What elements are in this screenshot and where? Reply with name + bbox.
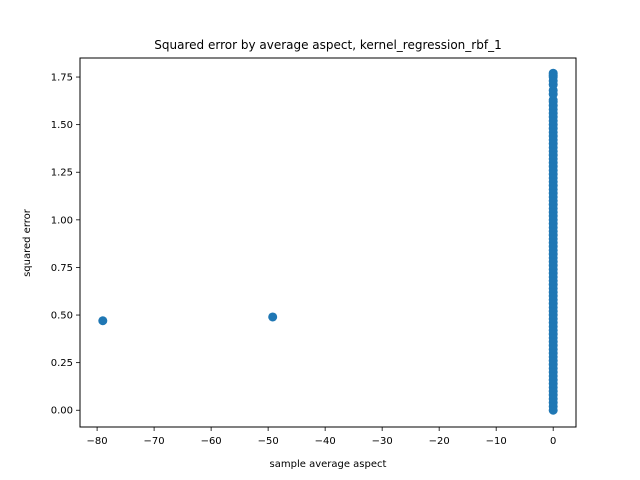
x-tick-label: −10 <box>486 436 507 447</box>
x-axis: −80 −70 −60 −50 −40 −30 −20 −10 0 <box>87 427 556 447</box>
x-tick-label: −30 <box>372 436 393 447</box>
data-point <box>268 312 278 322</box>
y-axis-label: squared error <box>22 208 33 277</box>
y-tick-label: 0.75 <box>51 263 73 274</box>
y-tick-label: 1.25 <box>51 168 73 179</box>
x-tick-label: −40 <box>315 436 336 447</box>
y-tick-label: 0.00 <box>51 406 73 417</box>
data-points <box>98 68 558 415</box>
plot-frame <box>79 57 577 428</box>
data-point <box>98 316 108 326</box>
y-tick-label: 0.50 <box>51 311 73 322</box>
x-tick-label: −20 <box>429 436 450 447</box>
y-tick-label: 0.25 <box>51 358 73 369</box>
x-tick-label: 0 <box>550 436 556 447</box>
y-tick-label: 1.00 <box>51 215 73 226</box>
x-tick-label: −70 <box>144 436 165 447</box>
data-point <box>548 68 558 78</box>
x-tick-label: −60 <box>201 436 222 447</box>
x-axis-label: sample average aspect <box>270 459 387 470</box>
x-tick-label: −80 <box>87 436 108 447</box>
y-tick-label: 1.75 <box>51 73 73 84</box>
y-tick-label: 1.50 <box>51 120 73 131</box>
x-tick-label: −50 <box>258 436 279 447</box>
chart-title: Squared error by average aspect, kernel_… <box>154 38 501 52</box>
y-axis: 0.00 0.25 0.50 0.75 1.00 1.25 1.50 1.75 <box>51 73 80 417</box>
